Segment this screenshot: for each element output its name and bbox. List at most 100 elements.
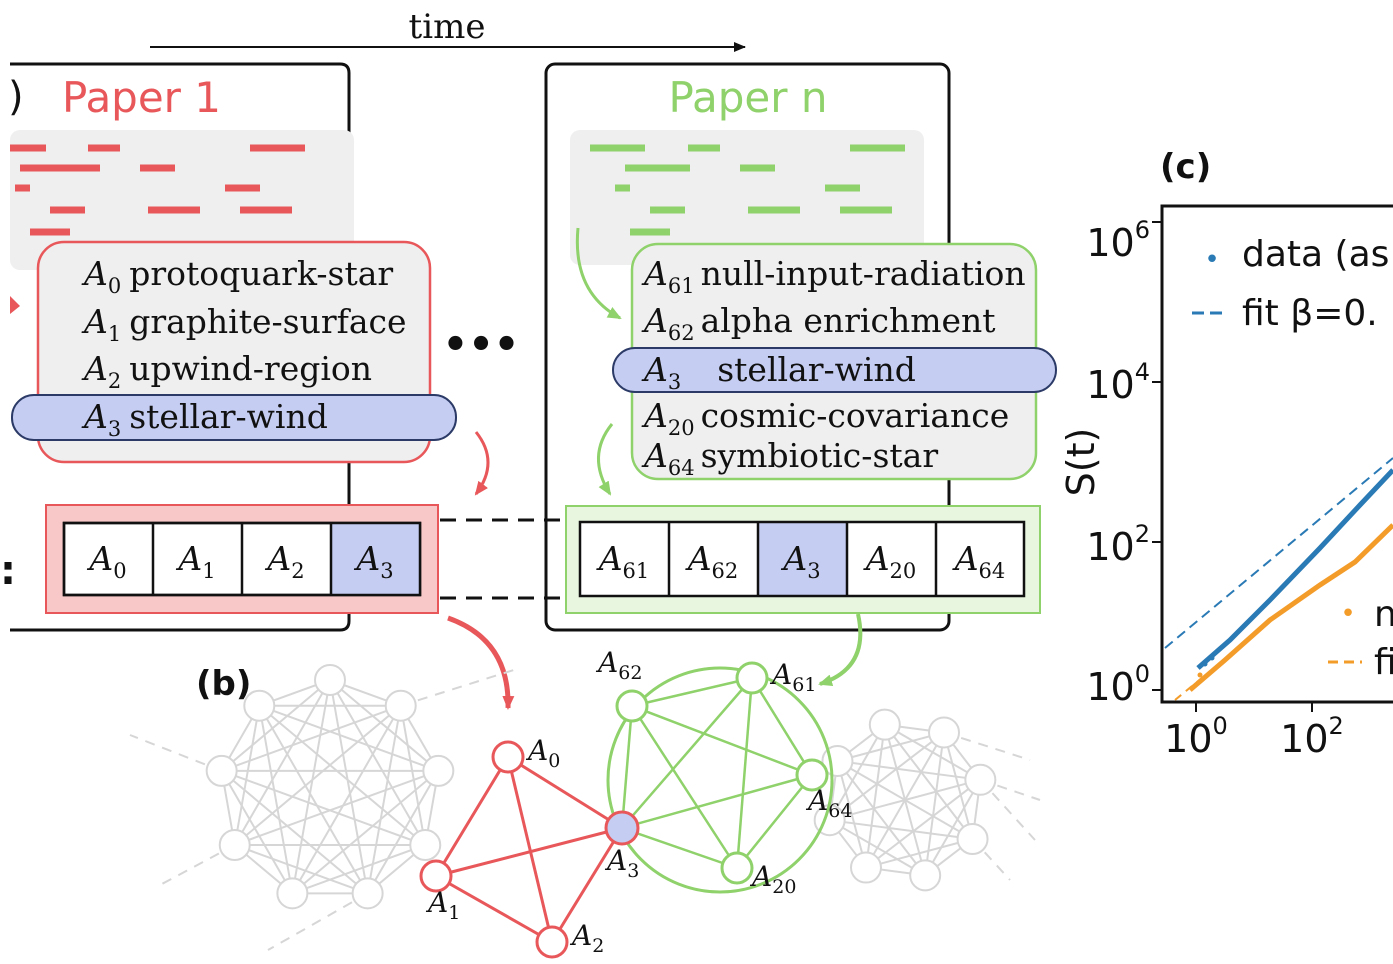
panel-c-label: (c) <box>1160 147 1211 187</box>
background-edge <box>329 679 427 846</box>
x-tick-labels: 100 102 <box>1164 712 1344 761</box>
panel-b-label: (b) <box>196 664 251 704</box>
network-node-red <box>419 859 453 893</box>
network-nodes <box>419 661 829 959</box>
concept-item: A20 cosmic-covariance <box>641 396 1009 440</box>
sequence-cell-highlighted: A3 <box>780 539 820 583</box>
background-edge <box>258 704 439 772</box>
background-cluster-left <box>129 664 521 951</box>
network-node-green <box>735 661 769 695</box>
node-label: A61 <box>769 658 816 696</box>
background-node <box>276 877 309 910</box>
background-edge <box>400 667 521 707</box>
background-edge <box>292 844 426 895</box>
background-edge <box>291 679 331 894</box>
green-edge <box>750 677 814 776</box>
background-edge <box>884 724 974 840</box>
concept-item: A1 graphite-surface <box>81 302 407 346</box>
concept-item: A2 upwind-region <box>81 349 372 393</box>
network-node-red <box>535 925 569 959</box>
red-cluster-edges <box>434 755 624 944</box>
background-edge <box>865 724 886 868</box>
background-edge <box>221 770 369 895</box>
background-edge <box>234 844 368 895</box>
background-node <box>351 877 384 910</box>
y-axis-label: S(t) <box>1059 428 1103 497</box>
plot-legend: • data (as fit β=0. • n fi <box>1192 234 1393 683</box>
network-node-shared <box>604 810 640 846</box>
network-node-green <box>795 758 829 792</box>
panel-b-network: (b) A0 A1 A2 A3 A62 A61 A64 A20 <box>129 613 1041 959</box>
green-edge <box>621 677 753 829</box>
plot-series <box>1164 457 1393 701</box>
paper-n-concept-list: A61 null-input-radiation A62 alpha enrichm… <box>641 254 1026 480</box>
background-edge <box>836 760 867 868</box>
paper-n-title: Paper n <box>669 73 828 122</box>
x-tick-label: 102 <box>1280 712 1344 761</box>
network-node-labels: A0 A1 A2 A3 A62 A61 A64 A20 <box>425 646 852 957</box>
panel-c-plot: (c) 106 104 102 100 100 102 S(t) <box>1059 147 1393 761</box>
background-edge <box>291 770 439 895</box>
background-edge <box>258 704 426 846</box>
concept-item: A61 null-input-radiation <box>641 254 1026 298</box>
background-edge <box>220 770 294 894</box>
y-tick-label: 104 <box>1086 358 1150 407</box>
data-point <box>1197 672 1203 678</box>
data-line-orange <box>1188 523 1393 692</box>
concept-item-highlighted: A3 stellar-wind <box>641 350 916 394</box>
background-edge <box>221 679 331 772</box>
network-node-red <box>491 740 525 774</box>
background-node <box>409 829 442 861</box>
paper-1-to-sequence-arrow <box>474 431 490 496</box>
paper-n-sequence-cells: A61 A62 A3 A20 A64 <box>596 539 1006 583</box>
background-edge <box>234 769 439 846</box>
node-label: A1 <box>425 886 460 924</box>
background-edge <box>221 769 426 846</box>
red-edge <box>506 756 554 943</box>
background-edge <box>233 679 331 846</box>
sequence-cell: A1 <box>175 539 215 583</box>
paper-1-sequence-cells: A0 A1 A2 A3 <box>86 539 393 583</box>
axis-ticks <box>1152 221 1313 712</box>
background-edge <box>828 724 886 821</box>
background-edge <box>366 770 440 894</box>
sequence-cell: A64 <box>952 539 1006 583</box>
time-label: time <box>409 7 486 47</box>
background-edge <box>258 705 369 894</box>
green-edge <box>621 773 813 830</box>
node-label: A2 <box>569 919 604 957</box>
data-line-blue <box>1196 468 1393 670</box>
green-edge <box>736 774 813 869</box>
background-edge <box>159 844 236 886</box>
paper-1-highlight-pill <box>11 394 457 441</box>
background-node <box>868 708 901 741</box>
background-edge <box>329 679 439 772</box>
y-tick-label: 102 <box>1086 520 1150 569</box>
sequence-label-fragment: : <box>0 548 16 594</box>
background-edge <box>399 705 427 846</box>
paper-1-title: Paper 1 <box>62 73 221 122</box>
legend-text: data (as <box>1242 234 1389 275</box>
data-point <box>1209 655 1215 661</box>
red-edge <box>434 756 510 877</box>
background-edge <box>258 705 294 894</box>
green-edge <box>735 677 754 869</box>
green-edge <box>630 705 739 869</box>
background-edge <box>221 704 402 772</box>
y-tick-labels: 106 104 102 100 <box>1086 216 1150 709</box>
network-node-green <box>720 851 754 885</box>
network-node-green <box>615 689 649 723</box>
background-node <box>850 851 882 884</box>
legend-text: fit β=0. <box>1242 293 1378 334</box>
background-node <box>218 829 251 861</box>
legend-text: n <box>1374 594 1393 635</box>
background-edge <box>366 705 402 894</box>
time-axis: time <box>150 7 746 52</box>
background-edge <box>883 724 927 876</box>
paper-1-panel: ) Paper 1 A0 protoquark-star A1 graphite-s… <box>0 62 490 632</box>
paper-n-panel: Paper n A61 null-input-radiation A62 alpha… <box>544 62 1057 632</box>
concept-item: A0 protoquark-star <box>81 254 393 298</box>
sequence-cell: A61 <box>596 539 650 583</box>
sequence-cell: A0 <box>86 539 126 583</box>
